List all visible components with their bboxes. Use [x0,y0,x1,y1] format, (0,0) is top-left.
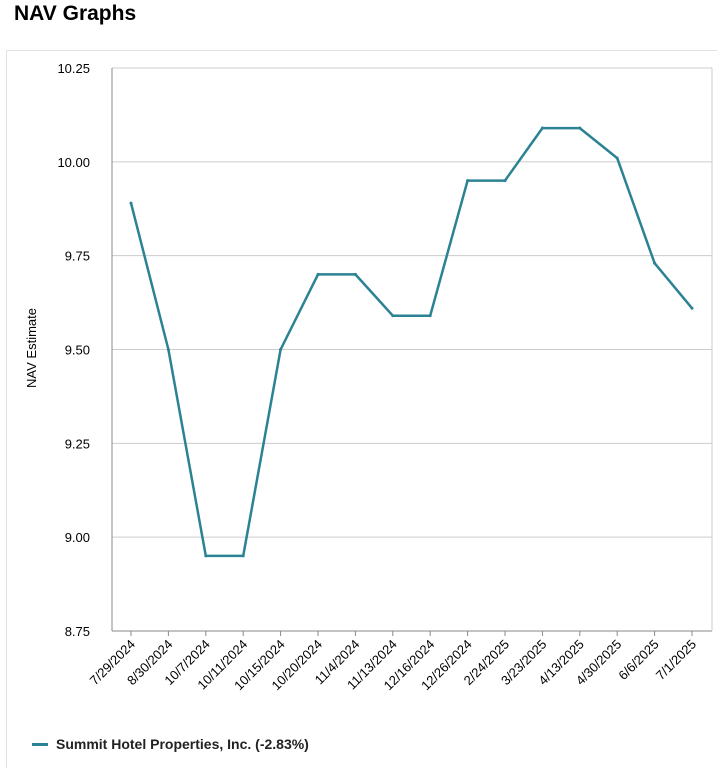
data-point[interactable] [428,314,432,318]
y-axis-label: NAV Estimate [24,308,39,388]
x-tick-label: 6/6/2025 [615,637,661,683]
data-point[interactable] [279,348,283,351]
data-point[interactable] [653,261,657,265]
y-tick-label: 9.25 [65,436,90,451]
y-tick-labels: 8.75 9.00 9.25 9.50 9.75 10.00 10.25 [57,61,90,639]
y-tick-label: 9.75 [65,249,90,264]
axes [111,68,713,632]
y-tick-label: 10.25 [57,61,90,76]
data-point[interactable] [391,314,395,318]
data-point[interactable] [690,306,694,310]
series-line[interactable] [129,126,693,558]
grid-lines [112,67,712,632]
data-point[interactable] [466,179,470,183]
x-tick-label: 7/1/2025 [653,637,699,683]
page-title: NAV Graphs [14,2,137,25]
y-tick-label: 9.00 [65,530,90,545]
chart-panel [6,50,717,768]
data-point[interactable] [540,126,544,130]
data-point[interactable] [241,554,245,558]
nav-line-chart: 8.75 9.00 9.25 9.50 9.75 10.00 10.25 7/29/2024… [24,61,713,693]
series-layer [129,126,694,558]
chart-legend[interactable]: Summit Hotel Properties, Inc. (-2.83%) [32,736,309,752]
x-tick-labels: 7/29/20248/30/202410/7/202410/11/202410/… [87,631,699,693]
y-tick-label: 9.50 [65,343,90,358]
data-point[interactable] [129,201,133,205]
data-point[interactable] [204,554,208,558]
data-point[interactable] [578,126,582,130]
legend-swatch-icon [32,742,48,746]
legend-label: Summit Hotel Properties, Inc. (-2.83%) [56,736,309,752]
data-point[interactable] [615,156,619,160]
y-tick-label: 10.00 [57,155,90,170]
data-point[interactable] [316,272,320,276]
data-point[interactable] [353,272,357,276]
y-tick-label: 8.75 [65,624,90,639]
data-point[interactable] [166,348,170,351]
data-point[interactable] [503,179,507,183]
